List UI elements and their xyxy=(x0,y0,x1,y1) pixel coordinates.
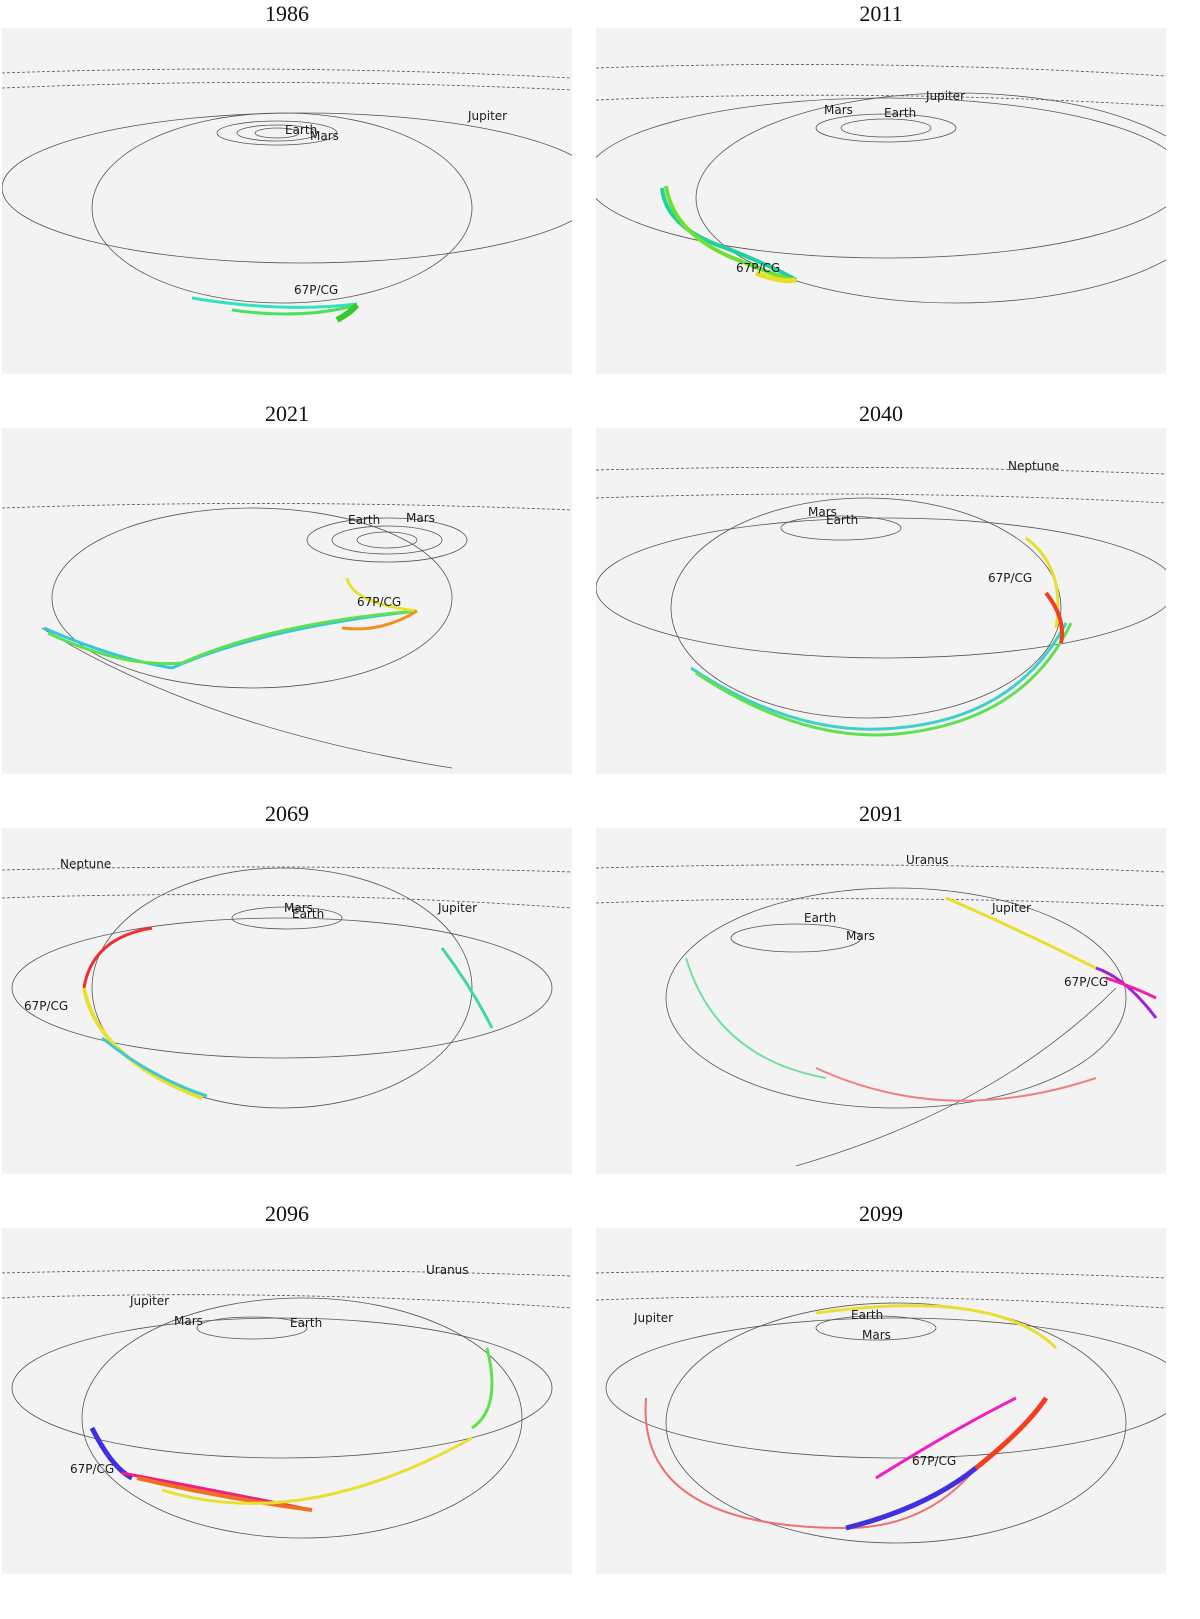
comet-label: 67P/CG xyxy=(736,261,780,275)
orbit-svg: Uranus Jupiter Earth Mars 67P/CG xyxy=(596,853,1166,1167)
planet-label: Earth xyxy=(851,1308,883,1322)
panel-year: 2011 xyxy=(859,1,903,26)
panel-year: 1986 xyxy=(265,1,309,26)
inner-orbit xyxy=(254,127,300,139)
planet-label: Uranus xyxy=(426,1263,469,1277)
planet-label: Earth xyxy=(285,123,317,137)
planet-label: Mars xyxy=(862,1328,891,1342)
planet-label: Earth xyxy=(804,911,836,925)
planet-label: Earth xyxy=(884,106,916,120)
planet-label: Neptune xyxy=(60,857,111,871)
comet-label: 67P/CG xyxy=(294,283,338,297)
orbit-svg: Uranus Jupiter Mars Earth 67P/CG xyxy=(2,1263,572,1539)
outer-orbit xyxy=(2,82,572,91)
orbit-plot: Neptune Mars Earth 67P/CG xyxy=(596,428,1166,774)
orbit-plot: Earth Mars 67P/CG xyxy=(2,428,572,774)
planet-label: Mars xyxy=(824,103,853,117)
planet-label: Jupiter xyxy=(991,901,1031,915)
jupiter-orbit xyxy=(2,112,572,264)
orbit-svg: Jupiter Mars Earth 67P/CG xyxy=(596,64,1166,304)
panel-2040: 2040 Neptune Mars Earth 67P/CG xyxy=(596,400,1166,786)
panel-year: 2091 xyxy=(859,801,903,826)
planet-label: Earth xyxy=(348,513,380,527)
orbit-svg: Earth Mars Jupiter 67P/CG xyxy=(2,68,572,323)
planet-label: Mars xyxy=(406,511,435,525)
dust-tail xyxy=(231,303,358,316)
planet-label: Mars xyxy=(174,1314,203,1328)
orbit-svg: Jupiter Earth Mars 67P/CG xyxy=(596,1270,1166,1544)
comet-label: 67P/CG xyxy=(70,1462,114,1476)
comet-label: 67P/CG xyxy=(1064,975,1108,989)
planet-label: Mars xyxy=(284,901,313,915)
panel-1986: 1986 Earth Mars Jupiter 67P/CG xyxy=(2,0,572,386)
comet-label: 67P/CG xyxy=(912,1454,956,1468)
orbit-plot: Neptune Mars Earth Jupiter 67P/CG xyxy=(2,828,572,1174)
panel-year: 2099 xyxy=(859,1201,903,1226)
comet-label: 67P/CG xyxy=(988,571,1032,585)
planet-label: Earth xyxy=(292,907,324,921)
panel-2096: 2096 Uranus Jupiter Mars Earth 67P/CG xyxy=(2,1200,572,1586)
planet-label: Jupiter xyxy=(925,89,965,103)
planet-label: Jupiter xyxy=(437,901,477,915)
inner-orbit xyxy=(216,120,338,146)
orbit-plot: Jupiter Mars Earth 67P/CG xyxy=(596,28,1166,374)
planet-label: Jupiter xyxy=(467,109,507,123)
planet-label: Mars xyxy=(808,505,837,519)
comet-label: 67P/CG xyxy=(357,595,401,609)
planet-label: Earth xyxy=(290,1316,322,1330)
dust-tail xyxy=(191,296,358,309)
planet-label: Mars xyxy=(846,929,875,943)
planet-label: Jupiter xyxy=(129,1294,169,1308)
orbit-plot: Uranus Jupiter Earth Mars 67P/CG xyxy=(596,828,1166,1174)
planet-label: Earth xyxy=(826,513,858,527)
panel-2099: 2099 Jupiter Earth Mars 67P/CG xyxy=(596,1200,1166,1586)
comet-label: 67P/CG xyxy=(24,999,68,1013)
orbit-svg: Earth Mars 67P/CG xyxy=(2,503,572,769)
panel-year: 2069 xyxy=(265,801,309,826)
panel-2091: 2091 Uranus Jupiter Earth Mars 67P/CG xyxy=(596,800,1166,1186)
orbit-plot: Jupiter Earth Mars 67P/CG xyxy=(596,1228,1166,1574)
panel-year: 2021 xyxy=(265,401,309,426)
panel-year: 2040 xyxy=(859,401,903,426)
panel-2021: 2021 Earth Mars 67P/CG xyxy=(2,400,572,786)
comet-orbit xyxy=(91,112,473,304)
orbit-plot: Uranus Jupiter Mars Earth 67P/CG xyxy=(2,1228,572,1574)
planet-label: Mars xyxy=(310,129,339,143)
orbit-svg: Neptune Mars Earth 67P/CG xyxy=(596,459,1166,737)
panel-year: 2096 xyxy=(265,1201,309,1226)
orbit-svg: Neptune Mars Earth Jupiter 67P/CG xyxy=(2,857,572,1109)
orbit-plot: Earth Mars Jupiter 67P/CG xyxy=(2,28,572,374)
planet-label: Jupiter xyxy=(633,1311,673,1325)
dust-tail xyxy=(335,302,360,323)
outer-orbit xyxy=(2,68,572,79)
inner-orbit xyxy=(236,124,318,142)
planet-label: Neptune xyxy=(1008,459,1059,473)
panel-2011: 2011 Jupiter Mars Earth 67P/CG xyxy=(596,0,1166,386)
planet-label: Uranus xyxy=(906,853,949,867)
panel-2069: 2069 Neptune Mars Earth Jupiter 67P/CG xyxy=(2,800,572,1186)
